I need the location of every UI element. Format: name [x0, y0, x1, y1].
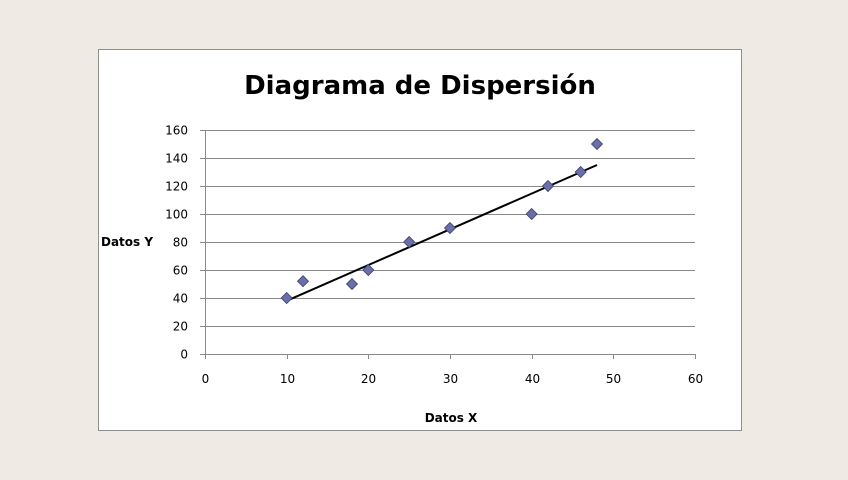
y-tick-label: 140: [165, 152, 188, 166]
y-tick-label: 120: [165, 180, 188, 194]
scatter-chart: Diagrama de Dispersión 02040608010012014…: [101, 71, 703, 425]
x-tick-label: 10: [280, 372, 295, 386]
data-point: [280, 291, 293, 305]
y-tick-label: 0: [180, 348, 188, 362]
y-tick-label: 60: [173, 264, 188, 278]
data-point: [590, 137, 604, 151]
data-point: [574, 165, 587, 179]
x-tick-label: 40: [525, 372, 540, 386]
y-tick-label: 80: [173, 236, 188, 250]
x-axis-label: Datos X: [425, 411, 478, 425]
data-point: [403, 235, 416, 249]
x-tick-label: 50: [606, 372, 621, 386]
data-point: [345, 277, 359, 291]
y-tick-label: 100: [165, 208, 188, 222]
chart-title: Diagrama de Dispersión: [244, 71, 596, 101]
y-tick-label: 20: [173, 320, 188, 334]
x-tick-label: 30: [443, 372, 458, 386]
x-tick-label: 60: [688, 372, 703, 386]
x-tick-label: 20: [361, 372, 376, 386]
y-axis-label: Datos Y: [101, 235, 153, 249]
x-tick-label: 0: [202, 372, 210, 386]
y-tick-label: 160: [165, 124, 188, 138]
data-point: [525, 207, 538, 221]
data-point: [541, 179, 555, 193]
data-point: [362, 263, 375, 277]
data-point: [296, 275, 310, 288]
chart-frame: Diagrama de Dispersión 0 20 40 60 80 100 120 14…: [98, 49, 742, 431]
y-tick-label: 40: [173, 292, 188, 306]
data-point: [443, 221, 457, 235]
